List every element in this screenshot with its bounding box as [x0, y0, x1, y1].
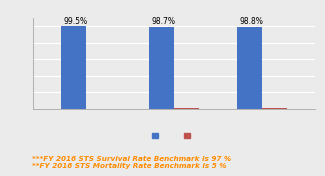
Text: 98.7%: 98.7% [151, 17, 176, 26]
Legend: , : , [152, 133, 195, 139]
Text: 98.8%: 98.8% [240, 17, 264, 26]
Text: 99.5%: 99.5% [63, 17, 87, 26]
Bar [238, 27, 262, 109]
Text: ***FY 2016 STS Survival Rate Benchmark is 97 %
**FY 2016 STS Mortality Rate Benc: ***FY 2016 STS Survival Rate Benchmark i… [32, 156, 232, 169]
Bar [262, 108, 287, 109]
Bar [174, 108, 199, 109]
Bar [61, 26, 85, 109]
Bar [149, 27, 174, 109]
